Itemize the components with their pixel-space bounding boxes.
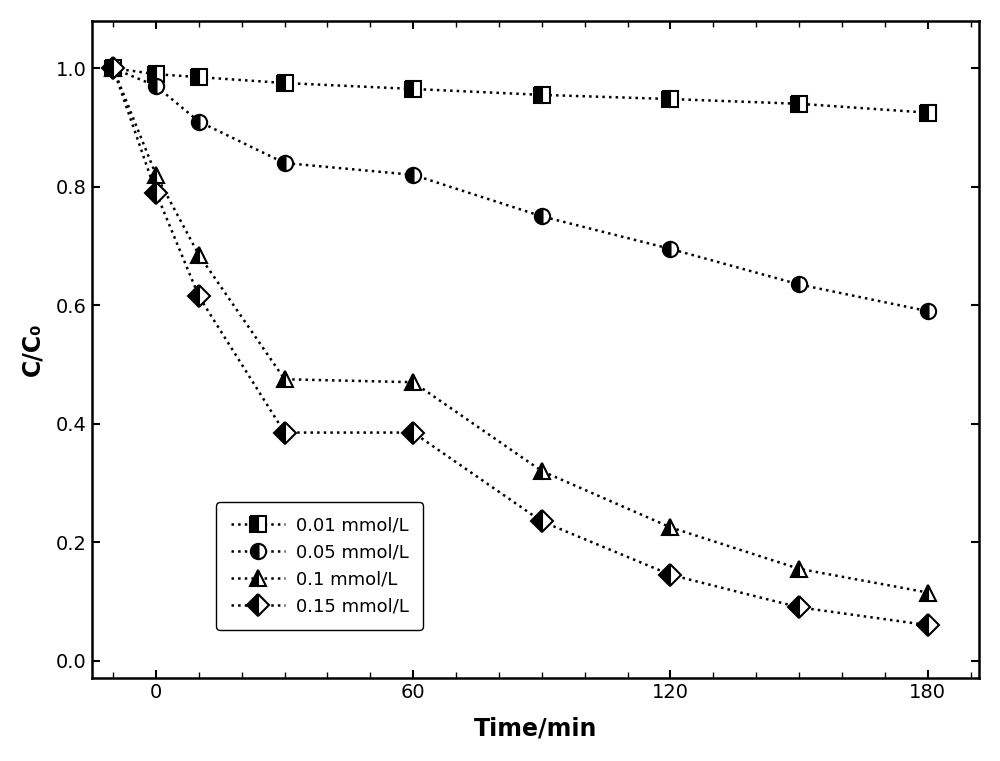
Legend: 0.01 mmol/L, 0.05 mmol/L, 0.1 mmol/L, 0.15 mmol/L: 0.01 mmol/L, 0.05 mmol/L, 0.1 mmol/L, 0.… — [216, 502, 423, 630]
X-axis label: Time/min: Time/min — [474, 716, 597, 740]
Y-axis label: C/C₀: C/C₀ — [21, 323, 45, 377]
